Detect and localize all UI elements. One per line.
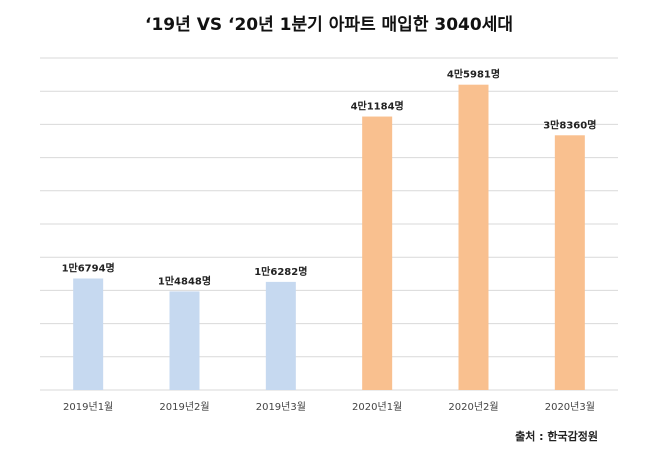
data-label: 1만4848명 bbox=[158, 274, 211, 287]
x-tick-label: 2019년3월 bbox=[256, 401, 306, 413]
bar-2019년2월 bbox=[169, 291, 200, 390]
bar-2019년1월 bbox=[73, 278, 104, 390]
x-tick-label: 2019년2월 bbox=[159, 401, 209, 413]
bar-2020년3월 bbox=[554, 135, 585, 390]
data-label: 3만8360명 bbox=[543, 118, 596, 131]
data-label: 4만5981명 bbox=[447, 68, 500, 81]
data-label: 4만1184명 bbox=[351, 100, 404, 113]
data-label: 1만6282명 bbox=[254, 265, 307, 278]
x-tick-label: 2020년3월 bbox=[545, 401, 595, 413]
data-label: 1만6794명 bbox=[62, 261, 115, 274]
x-tick-label: 2020년1월 bbox=[352, 401, 402, 413]
bar-2020년1월 bbox=[362, 116, 393, 390]
bar-2020년2월 bbox=[458, 84, 489, 390]
x-tick-label: 2019년1월 bbox=[63, 401, 113, 413]
chart-title: ‘19년 VS ‘20년 1분기 아파트 매입한 3040세대 bbox=[145, 15, 513, 35]
bar-2019년3월 bbox=[265, 281, 296, 390]
source-note: 출처 : 한국감정원 bbox=[515, 430, 598, 443]
x-tick-label: 2020년2월 bbox=[448, 401, 498, 413]
